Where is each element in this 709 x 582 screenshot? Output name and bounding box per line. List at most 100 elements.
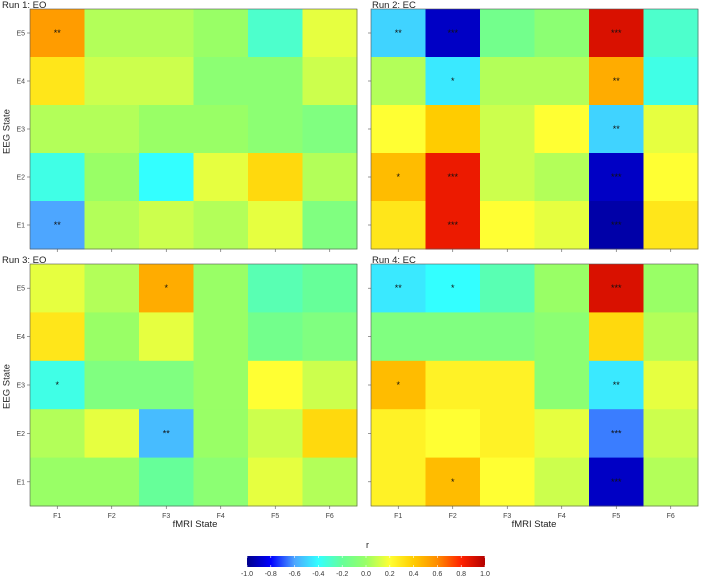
heatmap-cell-p3-E1-F6 <box>302 457 358 507</box>
y-tick-label: E2 <box>16 431 25 438</box>
y-tick-label: E4 <box>16 334 25 341</box>
heatmap-cell-p1-E4-F5 <box>248 57 303 106</box>
heatmap-cell-p2-E3-F3 <box>480 105 535 154</box>
heatmap-cell-p2-E3-F6 <box>643 105 699 154</box>
heatmap-cell-p2-E1-F5 <box>589 201 644 250</box>
heatmap-cell-p4-E3-F1 <box>371 360 426 410</box>
legend-tick-label: -0.6 <box>289 571 301 578</box>
significance-mark: ** <box>54 220 62 230</box>
heatmap-cell-p1-E4-F1 <box>30 57 85 106</box>
heatmap-cell-p1-E5-F5 <box>248 9 303 58</box>
heatmap-cell-p2-E3-F4 <box>534 105 590 154</box>
x-axis-title-right: fMRI State <box>511 519 557 530</box>
heatmap-cell-p4-E3-F6 <box>643 360 699 410</box>
heatmap-cell-p3-E4-F6 <box>302 312 358 362</box>
heatmap-cell-p4-E3-F2 <box>425 360 481 410</box>
significance-mark: * <box>396 380 400 390</box>
significance-mark: ** <box>613 380 621 390</box>
heatmap-cell-p2-E5-F5 <box>589 9 644 58</box>
legend-tick-label: 1.0 <box>480 571 490 578</box>
heatmap-cell-p4-E3-F5 <box>589 360 644 410</box>
x-axis-title-left: fMRI State <box>172 519 218 530</box>
heatmap-cell-p3-E2-F5 <box>248 409 303 459</box>
heatmap-cell-p3-E1-F4 <box>193 457 249 507</box>
heatmap-cell-p4-E2-F3 <box>480 409 535 459</box>
heatmap-cell-p1-E4-F3 <box>139 57 194 106</box>
heatmap-cell-p1-E2-F3 <box>139 153 194 202</box>
heatmap-cell-p1-E1-F5 <box>248 201 303 250</box>
heatmap-cell-p2-E2-F1 <box>371 153 426 202</box>
significance-mark: ** <box>163 428 171 438</box>
heatmap-cell-p2-E2-F6 <box>643 153 699 202</box>
heatmap-cell-p4-E1-F5 <box>589 457 644 507</box>
x-tick-label: F6 <box>326 513 334 520</box>
significance-mark: *** <box>611 428 622 438</box>
significance-mark: * <box>451 477 455 487</box>
heatmap-cell-p3-E3-F5 <box>248 360 303 410</box>
heatmap-cell-p3-E4-F1 <box>30 312 85 362</box>
heatmap-cell-p4-E2-F4 <box>534 409 590 459</box>
significance-mark: * <box>451 283 455 293</box>
heatmap-cell-p1-E2-F2 <box>84 153 140 202</box>
x-tick-label: F4 <box>558 513 566 520</box>
x-tick-label: F1 <box>53 513 61 520</box>
significance-mark: *** <box>447 220 458 230</box>
heatmap-cell-p4-E4-F5 <box>589 312 644 362</box>
heatmap-cell-p4-E2-F2 <box>425 409 481 459</box>
x-tick-label: F3 <box>503 513 511 520</box>
heatmap-cell-p2-E5-F4 <box>534 9 590 58</box>
significance-mark: *** <box>611 28 622 38</box>
heatmap-cell-p3-E3-F2 <box>84 360 140 410</box>
heatmap-cell-p1-E3-F1 <box>30 105 85 154</box>
heatmap-cell-p2-E1-F3 <box>480 201 535 250</box>
heatmap-cell-p2-E4-F5 <box>589 57 644 106</box>
significance-mark: *** <box>611 477 622 487</box>
heatmap-cell-p1-E1-F3 <box>139 201 194 250</box>
heatmap-cell-p1-E5-F4 <box>193 9 249 58</box>
heatmap-cell-p2-E2-F5 <box>589 153 644 202</box>
heatmap-cell-p2-E4-F4 <box>534 57 590 106</box>
significance-mark: ** <box>613 124 621 134</box>
legend-tick-label: 0.6 <box>433 571 443 578</box>
x-tick-label: F5 <box>271 513 279 520</box>
heatmap-cell-p3-E2-F4 <box>193 409 249 459</box>
heatmap-cell-p3-E3-F6 <box>302 360 358 410</box>
heatmap-cell-p4-E3-F4 <box>534 360 590 410</box>
heatmap-cell-p2-E5-F6 <box>643 9 699 58</box>
heatmap-cell-p1-E3-F2 <box>84 105 140 154</box>
heatmap-cell-p2-E4-F3 <box>480 57 535 106</box>
legend-tick-label: 0.0 <box>361 571 371 578</box>
heatmap-cell-p1-E2-F1 <box>30 153 85 202</box>
heatmap-cell-p3-E4-F3 <box>139 312 194 362</box>
heatmap-cell-p1-E1-F1 <box>30 201 85 250</box>
heatmap-cell-p1-E5-F6 <box>302 9 358 58</box>
heatmap-cell-p2-E2-F4 <box>534 153 590 202</box>
legend-tick-label: 0.8 <box>456 571 466 578</box>
y-tick-label: E5 <box>16 31 25 38</box>
significance-mark: * <box>55 380 59 390</box>
heatmap-cell-p3-E5-F5 <box>248 264 303 313</box>
panel-title-run4: Run 4: EC <box>372 255 416 266</box>
heatmap-cell-p1-E5-F2 <box>84 9 140 58</box>
heatmap-cell-p4-E1-F6 <box>643 457 699 507</box>
legend-tick-label: -0.4 <box>312 571 324 578</box>
y-tick-label: E3 <box>16 383 25 390</box>
heatmap-cell-p2-E1-F6 <box>643 201 699 250</box>
heatmap-cell-p3-E2-F3 <box>139 409 194 459</box>
legend-colorbar <box>247 556 485 567</box>
heatmap-cell-p2-E4-F2 <box>425 57 481 106</box>
heatmap-cell-p2-E1-F2 <box>425 201 481 250</box>
legend-tick-label: -0.8 <box>265 571 277 578</box>
x-tick-label: F1 <box>394 513 402 520</box>
heatmap-cell-p4-E3-F3 <box>480 360 535 410</box>
heatmap-cell-p4-E1-F1 <box>371 457 426 507</box>
y-tick-label: E1 <box>16 223 25 230</box>
heatmap-cell-p3-E1-F3 <box>139 457 194 507</box>
legend-tick-label: 0.2 <box>385 571 395 578</box>
heatmap-cell-p2-E3-F2 <box>425 105 481 154</box>
heatmap-cell-p3-E4-F4 <box>193 312 249 362</box>
heatmap-cell-p4-E4-F4 <box>534 312 590 362</box>
heatmap-cell-p1-E1-F2 <box>84 201 140 250</box>
heatmap-cell-p4-E5-F2 <box>425 264 481 313</box>
